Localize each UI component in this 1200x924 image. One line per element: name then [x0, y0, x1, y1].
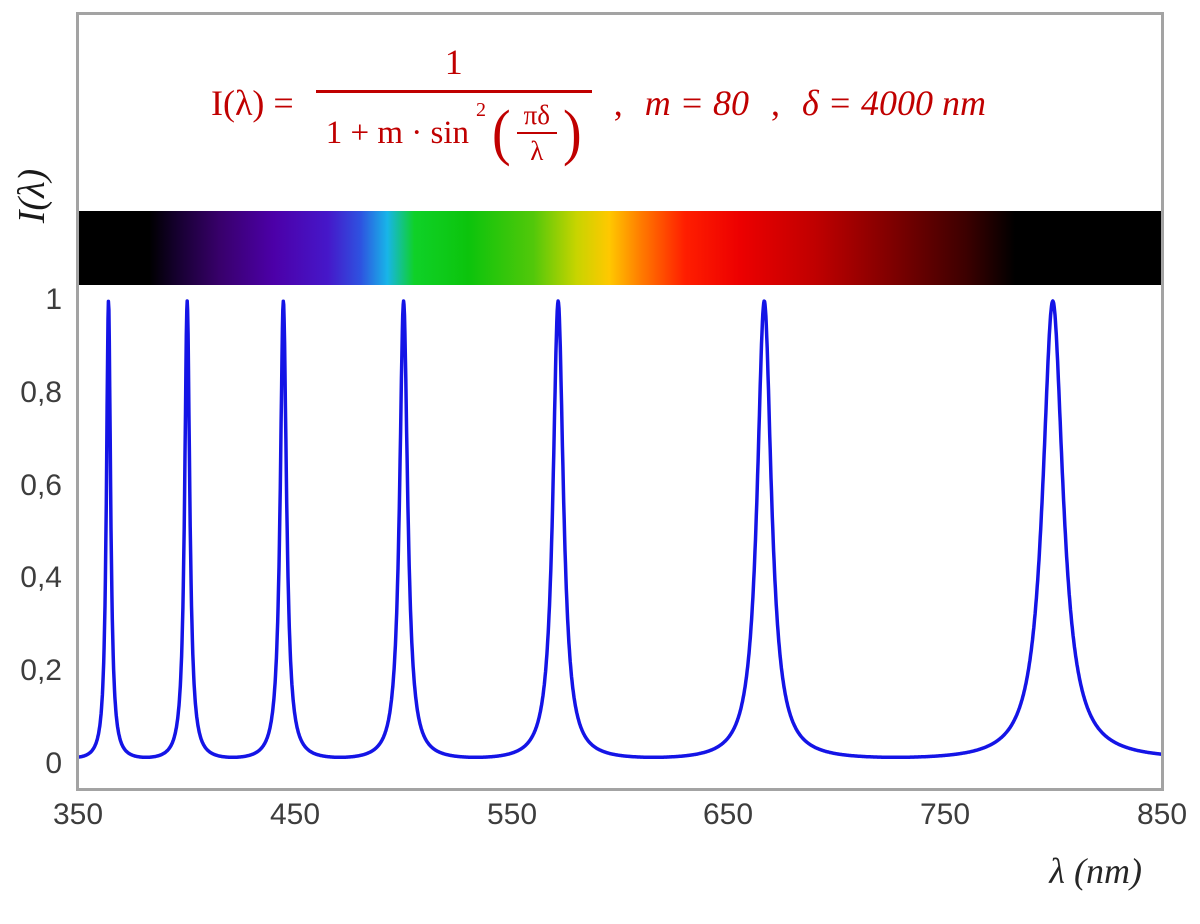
y-tick-0-6: 0,6 [20, 469, 62, 502]
plot-frame: I(λ) = 1 1 + m · sin 2 ( πδ λ ) , m = 80 … [76, 12, 1164, 791]
intensity-curve-path [79, 299, 1161, 760]
intensity-curve [79, 299, 1161, 760]
formula-denominator-text: 1 + m · sin [325, 114, 470, 151]
x-tick-750: 750 [919, 798, 971, 831]
formula-denominator: 1 + m · sin 2 ( πδ λ ) [316, 93, 592, 166]
x-tick-550: 550 [486, 798, 538, 831]
formula-lhs: I(λ) = [211, 83, 294, 124]
x-tick-450: 450 [269, 798, 321, 831]
formula-exponent: 2 [476, 99, 487, 121]
inner-fraction: πδ λ [516, 101, 558, 167]
close-paren: ) [563, 98, 582, 169]
x-tick-850: 850 [1136, 798, 1188, 831]
formula-fraction: 1 1 + m · sin 2 ( πδ λ ) [315, 41, 592, 166]
y-tick-0-4: 0,4 [20, 561, 62, 594]
formula-numerator: 1 [315, 41, 592, 93]
formula-param-delta: δ = 4000 nm [801, 83, 987, 124]
x-tick-350: 350 [52, 798, 104, 831]
formula-param-m: m = 80 [644, 83, 749, 124]
formula-comma-1: , [613, 83, 623, 124]
inner-numerator: πδ [516, 101, 558, 135]
x-axis-label: λ (nm) [1049, 851, 1142, 891]
y-tick-0: 0 [45, 747, 62, 780]
y-axis-label: I(λ) [11, 168, 53, 224]
y-tick-1: 1 [45, 283, 62, 316]
formula: I(λ) = 1 1 + m · sin 2 ( πδ λ ) , m = 80 … [211, 41, 986, 166]
y-tick-0-8: 0,8 [20, 376, 62, 409]
inner-denominator: λ [530, 136, 544, 167]
open-paren: ( [492, 98, 511, 169]
formula-comma-2: , [770, 83, 780, 124]
x-tick-650: 650 [702, 798, 754, 831]
spectrum-bar [79, 211, 1161, 285]
y-tick-0-2: 0,2 [20, 654, 62, 687]
